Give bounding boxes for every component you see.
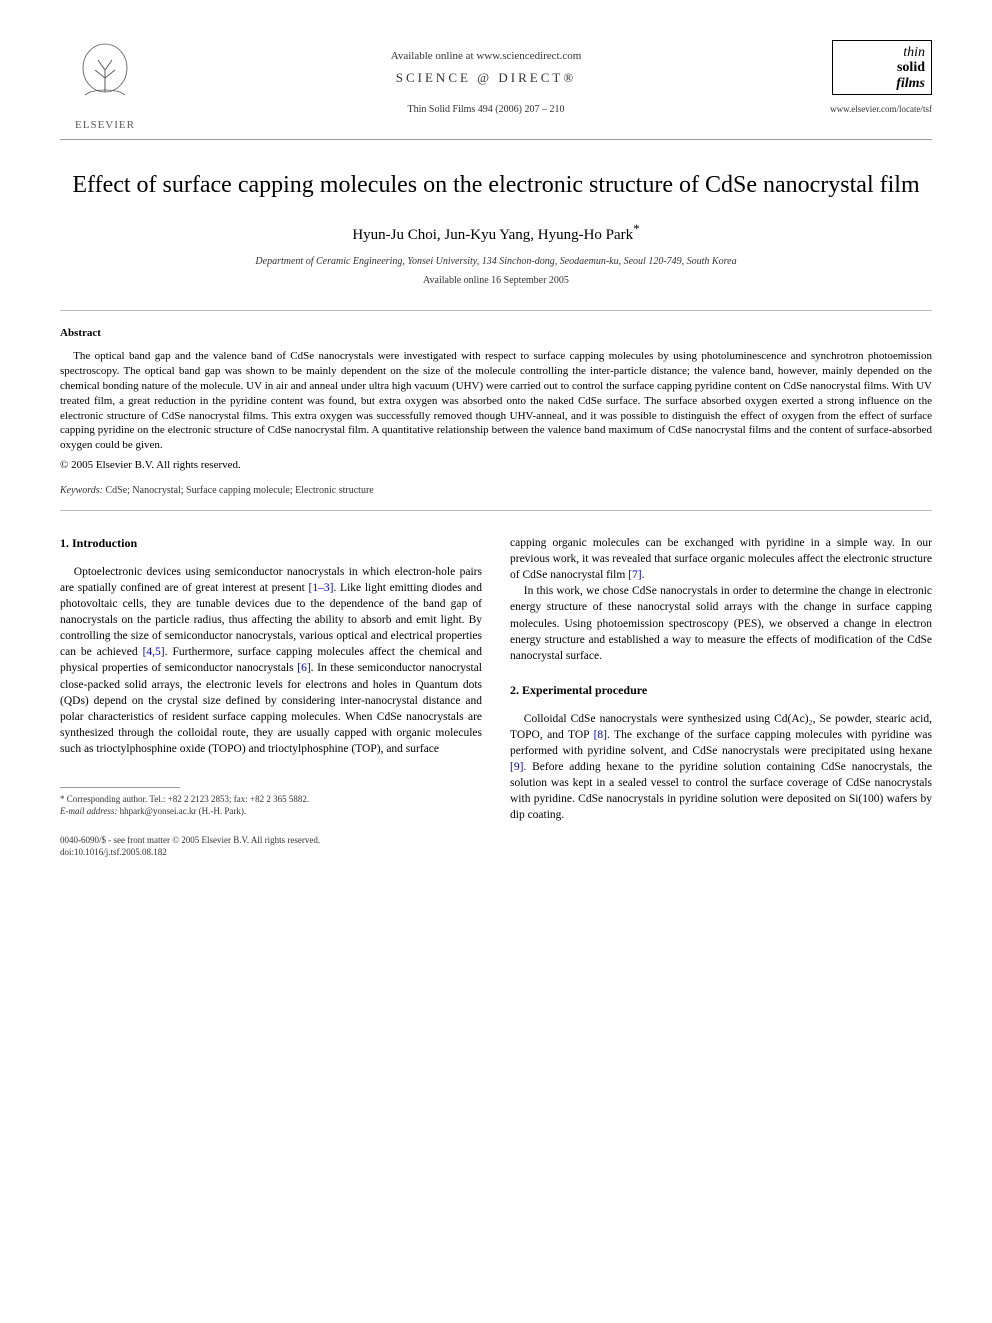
experimental-heading: 2. Experimental procedure — [510, 682, 932, 699]
copyright-line: © 2005 Elsevier B.V. All rights reserved… — [60, 459, 932, 471]
keywords-line: Keywords: CdSe; Nanocrystal; Surface cap… — [60, 485, 932, 496]
journal-logo-line1: thin — [839, 45, 925, 60]
intro-heading: 1. Introduction — [60, 535, 482, 552]
intro-paragraph-2: In this work, we chose CdSe nanocrystals… — [510, 583, 932, 663]
intro-p1d: . In these semiconductor nanocrystal clo… — [60, 662, 482, 754]
keywords-label: Keywords: — [60, 485, 103, 496]
date-available-online: Available online 16 September 2005 — [60, 275, 932, 286]
authors-line: Hyun-Ju Choi, Jun-Kyu Yang, Hyung-Ho Par… — [60, 221, 932, 244]
intro-p1e: capping organic molecules can be exchang… — [510, 537, 932, 581]
exp-paragraph-1: Colloidal CdSe nanocrystals were synthes… — [510, 711, 932, 824]
footnote-email-line: E-mail address: hhpark@yonsei.ac.kr (H.-… — [60, 806, 482, 818]
intro-paragraph-1: Optoelectronic devices using semiconduct… — [60, 564, 482, 757]
journal-logo-icon: thin solid films — [832, 40, 932, 95]
ref-link-1-3[interactable]: [1–3] — [309, 582, 334, 594]
footer-line-1: 0040-6090/$ - see front matter © 2005 El… — [60, 835, 482, 847]
footnote-corr: * Corresponding author. Tel.: +82 2 2123… — [60, 794, 482, 806]
available-online-text: Available online at www.sciencedirect.co… — [150, 50, 822, 62]
journal-logo-line2: solid — [839, 60, 925, 75]
body-columns: 1. Introduction Optoelectronic devices u… — [60, 535, 932, 859]
abstract-body: The optical band gap and the valence ban… — [60, 350, 932, 451]
journal-reference: Thin Solid Films 494 (2006) 207 – 210 — [150, 104, 822, 115]
ref-link-7[interactable]: [7] — [628, 569, 641, 581]
ref-link-9[interactable]: [9] — [510, 761, 523, 773]
journal-url: www.elsevier.com/locate/tsf — [822, 104, 932, 114]
intro-p1f: . — [642, 569, 645, 581]
keywords-text: CdSe; Nanocrystal; Surface capping molec… — [103, 485, 374, 496]
abstract-top-divider — [60, 310, 932, 311]
abstract-text: The optical band gap and the valence ban… — [60, 349, 932, 453]
journal-logo-block: thin solid films www.elsevier.com/locate… — [822, 40, 932, 114]
ref-link-4-5[interactable]: [4,5] — [143, 646, 165, 658]
footnote-divider — [60, 787, 180, 788]
header-divider — [60, 139, 932, 140]
footer-bar: 0040-6090/$ - see front matter © 2005 El… — [60, 835, 482, 858]
journal-logo-line3: films — [839, 76, 925, 91]
ref-link-6[interactable]: [6] — [297, 662, 310, 674]
exp-p1c: . Before adding hexane to the pyridine s… — [510, 761, 932, 821]
abstract-label: Abstract — [60, 327, 932, 339]
intro-paragraph-1-cont: capping organic molecules can be exchang… — [510, 535, 932, 583]
elsevier-label: ELSEVIER — [60, 119, 150, 131]
authors-text: Hyun-Ju Choi, Jun-Kyu Yang, Hyung-Ho Par… — [352, 227, 633, 243]
science-direct-label: SCIENCE @ DIRECT® — [150, 70, 822, 86]
elsevier-logo: ELSEVIER — [60, 40, 150, 131]
footer-line-2: doi:10.1016/j.tsf.2005.08.182 — [60, 847, 482, 859]
article-title: Effect of surface capping molecules on t… — [60, 170, 932, 201]
right-column: capping organic molecules can be exchang… — [510, 535, 932, 859]
footnote-email: hhpark@yonsei.ac.kr (H.-H. Park). — [117, 806, 246, 816]
abstract-bottom-divider — [60, 510, 932, 511]
center-header: Available online at www.sciencedirect.co… — [150, 40, 822, 115]
affiliation: Department of Ceramic Engineering, Yonse… — [60, 256, 932, 267]
ref-link-8[interactable]: [8] — [594, 729, 607, 741]
corresponding-footnote: * Corresponding author. Tel.: +82 2 2123… — [60, 794, 482, 817]
corresponding-mark: * — [633, 221, 640, 236]
footnote-email-label: E-mail address: — [60, 806, 117, 816]
header-row: ELSEVIER Available online at www.science… — [60, 40, 932, 131]
left-column: 1. Introduction Optoelectronic devices u… — [60, 535, 482, 859]
elsevier-tree-icon — [70, 40, 140, 110]
